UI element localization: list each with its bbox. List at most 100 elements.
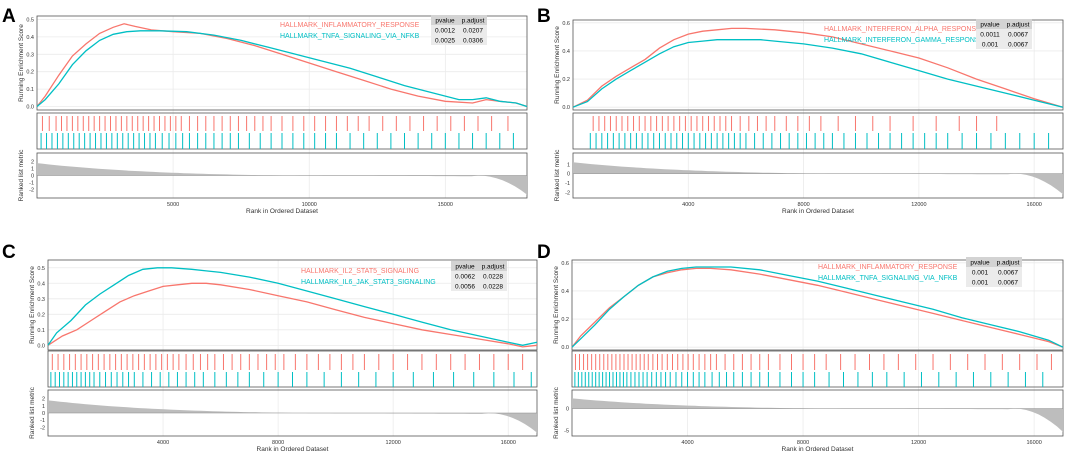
padjust-cell: 0.0306: [463, 38, 483, 45]
padjust-cell: 0.0067: [1008, 42, 1028, 49]
rank-y-tick: 1: [42, 404, 45, 410]
x-tick-label: 4000: [157, 440, 169, 446]
es-curve-2: [36, 30, 528, 108]
es-y-tick: 0.2: [562, 77, 570, 83]
rank-y-tick: -2: [565, 190, 570, 196]
x-tick-label: 12000: [386, 440, 401, 446]
rank-y-tick: 0: [566, 407, 569, 413]
rank-y-tick: -2: [29, 188, 34, 194]
es-y-axis-label: Running Enrichment Score: [553, 266, 560, 344]
es-y-tick: 0.4: [37, 281, 45, 287]
panel-label: B: [537, 6, 551, 27]
table-header-text: p.adjust: [997, 260, 1020, 267]
panel-label: A: [2, 6, 16, 27]
pvalue-cell: 0.0012: [435, 28, 455, 35]
ranked-metric-area: [573, 162, 1063, 195]
ranked-metric-area: [572, 398, 1063, 432]
table-row: [966, 277, 1022, 287]
x-axis-label: Rank in Ordered Dataset: [246, 208, 318, 215]
padjust-cell: 0.0228: [483, 284, 503, 291]
es-curve-1: [36, 23, 528, 108]
table-header-text: pvalue: [980, 22, 1000, 29]
x-tick-label: 12000: [911, 440, 926, 446]
rank-y-tick: 1: [31, 166, 34, 172]
legend-entry: HALLMARK_INFLAMMATORY_RESPONSE: [818, 264, 958, 271]
es-y-axis-label: Running Enrichment Score: [554, 26, 561, 104]
table-header-cell: [976, 19, 1004, 29]
es-y-tick: 0.6: [562, 21, 570, 27]
x-tick-label: 15000: [438, 202, 453, 208]
legend-entry: HALLMARK_IL6_JAK_STAT3_SIGNALING: [301, 279, 436, 286]
es-y-tick: 0.0: [37, 343, 45, 349]
table-row: [976, 29, 1032, 39]
rank-y-tick: -1: [29, 181, 34, 187]
table-header-text: pvalue: [455, 264, 475, 271]
x-tick-label: 8000: [797, 440, 809, 446]
padjust-cell: 0.0228: [483, 274, 503, 281]
pvalue-cell: 0.0062: [455, 274, 475, 281]
rank-y-tick: -1: [40, 418, 45, 424]
table-header-cell: [994, 257, 1022, 267]
legend-entry: HALLMARK_INTERFERON_ALPHA_RESPONSE: [824, 26, 981, 33]
rank-y-tick: 0: [42, 411, 45, 417]
table-header-text: p.adjust: [1007, 22, 1030, 29]
pvalue-cell: 0.001: [972, 270, 989, 277]
rank-frame: [571, 389, 1064, 437]
table-header-text: pvalue: [970, 260, 990, 267]
x-axis-label: Rank in Ordered Dataset: [782, 446, 854, 453]
x-axis-label: Rank in Ordered Dataset: [257, 446, 329, 453]
es-y-tick: 0.0: [26, 105, 34, 111]
table-header-text: pvalue: [435, 18, 455, 25]
pvalue-cell: 0.001: [972, 280, 989, 287]
es-y-tick: 0.3: [26, 52, 34, 58]
padjust-cell: 0.0067: [1008, 32, 1028, 39]
es-y-tick: 0.5: [37, 266, 45, 272]
panel-label: C: [2, 242, 16, 263]
rank-y-tick: -5: [564, 429, 569, 435]
es-curve-2: [571, 266, 1064, 348]
x-tick-label: 12000: [911, 202, 926, 208]
es-y-axis-label: Running Enrichment Score: [29, 266, 36, 344]
rank-y-tick: -2: [40, 425, 45, 431]
es-y-tick: 0.4: [561, 289, 569, 295]
es-plot-frame: [36, 15, 528, 111]
x-tick-label: 4000: [682, 202, 694, 208]
rank-y-axis-label: Ranked list metric: [18, 149, 25, 201]
x-tick-label: 10000: [302, 202, 317, 208]
es-curve-1: [47, 282, 538, 348]
rank-y-tick: -1: [565, 181, 570, 187]
table-row: [976, 39, 1032, 49]
es-curve-2: [47, 267, 538, 346]
padjust-cell: 0.0067: [998, 270, 1018, 277]
x-tick-label: 16000: [501, 440, 516, 446]
es-y-tick: 0.6: [561, 261, 569, 267]
legend-entry: HALLMARK_INTERFERON_GAMMA_RESPONSE: [824, 37, 985, 44]
legend-entry: HALLMARK_INFLAMMATORY_RESPONSE: [280, 22, 420, 29]
gsea-panel-a: A 0.0 0.1 0.2 0.3 0.4 0.5 -2-10 12 5000 10000 15000…: [2, 6, 528, 215]
x-tick-label: 8000: [272, 440, 284, 446]
table-header-cell: [479, 261, 507, 271]
legend-entry: HALLMARK_IL2_STAT5_SIGNALING: [301, 268, 419, 275]
rank-y-tick: 2: [31, 159, 34, 165]
es-y-tick: 0.4: [26, 35, 34, 41]
legend-entry: HALLMARK_TNFA_SIGNALING_VIA_NFKB: [280, 33, 420, 40]
table-row: [451, 271, 507, 281]
es-y-tick: 0.1: [37, 328, 45, 334]
table-row: [431, 35, 487, 45]
x-tick-label: 16000: [1026, 440, 1041, 446]
x-axis-label: Rank in Ordered Dataset: [782, 208, 854, 215]
pvalue-cell: 0.0025: [435, 38, 455, 45]
rank-y-tick: 1: [567, 162, 570, 168]
es-y-tick: 0.0: [562, 105, 570, 111]
rank-frame: [572, 152, 1064, 199]
x-tick-label: 8000: [797, 202, 809, 208]
x-tick-label: 16000: [1027, 202, 1042, 208]
legend-entry: HALLMARK_TNFA_SIGNALING_VIA_NFKB: [818, 275, 958, 282]
es-curve-1: [572, 27, 1064, 108]
table-row: [966, 267, 1022, 277]
es-y-tick: 0.2: [37, 312, 45, 318]
pvalue-cell: 0.0056: [455, 284, 475, 291]
